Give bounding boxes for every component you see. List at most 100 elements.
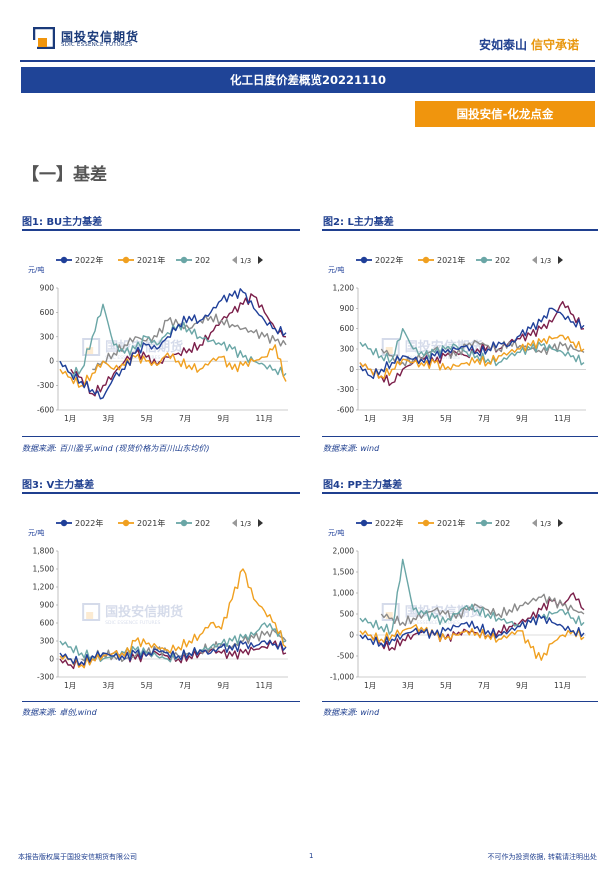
legend: 2022年 2021年 202 1/3	[56, 255, 263, 265]
legend-label-1: 2021年	[437, 255, 465, 265]
legend-pager: 1/3	[240, 257, 251, 265]
figure-2-rule	[322, 229, 598, 231]
x-tick-label: 1月	[64, 414, 76, 423]
y-tick-label: 0	[349, 631, 354, 640]
header-divider	[20, 60, 595, 62]
y-tick-label: 0	[49, 655, 54, 664]
x-tick-label: 5月	[440, 414, 452, 423]
y-tick-label: 2,000	[333, 547, 355, 556]
legend-marker-2	[180, 256, 188, 264]
x-tick-label: 7月	[478, 414, 490, 423]
x-tick-label: 3月	[402, 681, 414, 690]
figure-2-chart: 国投安信期货 SDIC ESSENCE FUTURES 2022年 2021年 202 1…	[322, 248, 598, 428]
x-tick-label: 11月	[256, 681, 273, 690]
watermark-logo-fill	[385, 612, 393, 619]
x-tick-label: 1月	[364, 414, 376, 423]
legend-label-0: 2022年	[75, 518, 103, 528]
legend-marker-1	[122, 256, 130, 264]
y-tick-label: 900	[40, 284, 55, 293]
y-tick-label: 0	[349, 365, 354, 374]
legend-label-0: 2022年	[375, 518, 403, 528]
series-line-extra-0	[70, 293, 287, 397]
series-line-2022年	[59, 639, 287, 666]
y-tick-label: 1,000	[333, 589, 355, 598]
footer-copyright: 本报告版权属于国投安信期货有限公司	[18, 853, 137, 861]
x-tick-label: 3月	[102, 414, 114, 423]
legend-marker-1	[422, 519, 430, 527]
figure-4-title: 图4: PP主力基差	[323, 480, 403, 491]
watermark-text-en: SDIC ESSENCE FUTURES	[105, 620, 160, 626]
y-tick-label: 300	[40, 332, 55, 341]
legend-marker-0	[60, 256, 68, 264]
report-title: 化工日度价差概览20221110	[21, 67, 595, 93]
x-tick-label: 3月	[402, 414, 414, 423]
y-tick-label: 600	[40, 308, 55, 317]
series-line-2021年	[59, 568, 287, 669]
x-tick-label: 7月	[478, 681, 490, 690]
legend: 2022年 2021年 202 1/3	[56, 518, 263, 528]
y-tick-label: -1,000	[330, 673, 354, 682]
watermark-logo-fill	[86, 347, 94, 354]
watermark-logo-fill	[86, 612, 94, 619]
report-tag: 国投安信-化龙点金	[415, 101, 595, 127]
figure-2-title: 图2: L主力基差	[323, 217, 394, 228]
legend-label-2: 202	[495, 256, 510, 265]
legend-marker-0	[360, 519, 368, 527]
series-line-202	[359, 558, 585, 635]
y-tick-label: 500	[340, 610, 355, 619]
series-line-extra-0	[359, 300, 585, 387]
figure-4-chart: 国投安信期货 SDIC ESSENCE FUTURES 2022年 2021年 202 1…	[322, 511, 598, 695]
legend-label-1: 2021年	[137, 518, 165, 528]
y-tick-label: 600	[40, 619, 55, 628]
y-tick-label: 1,200	[33, 583, 55, 592]
x-tick-label: 11月	[554, 414, 571, 423]
figure-1-source: 数据来源: 百川盈孚,wind (现货价格为百川山东均价)	[22, 444, 210, 453]
watermark-text-cn: 国投安信期货	[105, 339, 183, 355]
series-line-2021年	[59, 344, 287, 388]
x-tick-label: 11月	[256, 414, 273, 423]
y-tick-label: -300	[37, 381, 54, 390]
legend-label-2: 202	[195, 256, 210, 265]
legend-marker-2	[180, 519, 188, 527]
figure-3-title: 图3: V主力基差	[22, 480, 95, 491]
y-tick-label: 1,800	[33, 547, 55, 556]
figure-1-title: 图1: BU主力基差	[22, 217, 103, 228]
legend-prev-icon	[532, 519, 537, 527]
footer-disclaimer: 不可作为投资依据, 转载请注明出处	[487, 853, 597, 861]
y-tick-label: 1,500	[333, 568, 355, 577]
legend-marker-2	[480, 256, 488, 264]
x-tick-label: 3月	[102, 681, 114, 690]
legend-pager: 1/3	[540, 257, 551, 265]
y-tick-label: -300	[37, 673, 54, 682]
logo-text-en: SDIC ESSENCE FUTURES	[61, 42, 133, 48]
legend-label-0: 2022年	[75, 255, 103, 265]
series-line-2022年	[59, 288, 287, 400]
figure-1-rule	[22, 229, 300, 231]
y-tick-label: -300	[337, 385, 354, 394]
x-tick-label: 9月	[217, 414, 229, 423]
logo-text-cn: 国投安信期货	[61, 30, 140, 44]
legend-marker-2	[480, 519, 488, 527]
y-tick-label: -600	[37, 406, 54, 415]
watermark-text-en: SDIC ESSENCE FUTURES	[405, 620, 460, 626]
series-line-2021年	[359, 624, 585, 661]
x-tick-label: 9月	[516, 681, 528, 690]
company-logo: 国投安信期货 SDIC ESSENCE FUTURES	[33, 27, 183, 53]
series-line-202	[59, 303, 287, 378]
legend-pager: 1/3	[240, 520, 251, 528]
x-tick-label: 9月	[217, 681, 229, 690]
legend: 2022年 2021年 202 1/3	[356, 255, 563, 265]
legend-marker-0	[360, 256, 368, 264]
y-tick-label: 300	[340, 345, 355, 354]
slogan: 安如泰山 信守承诺	[479, 36, 579, 53]
y-tick-label: 300	[40, 637, 55, 646]
y-axis-label: 元/吨	[28, 528, 44, 537]
y-tick-label: 0	[49, 357, 54, 366]
legend-next-icon	[558, 519, 563, 527]
legend-pager: 1/3	[540, 520, 551, 528]
x-tick-label: 9月	[516, 414, 528, 423]
figure-3-source: 数据来源: 卓创,wind	[22, 708, 97, 717]
